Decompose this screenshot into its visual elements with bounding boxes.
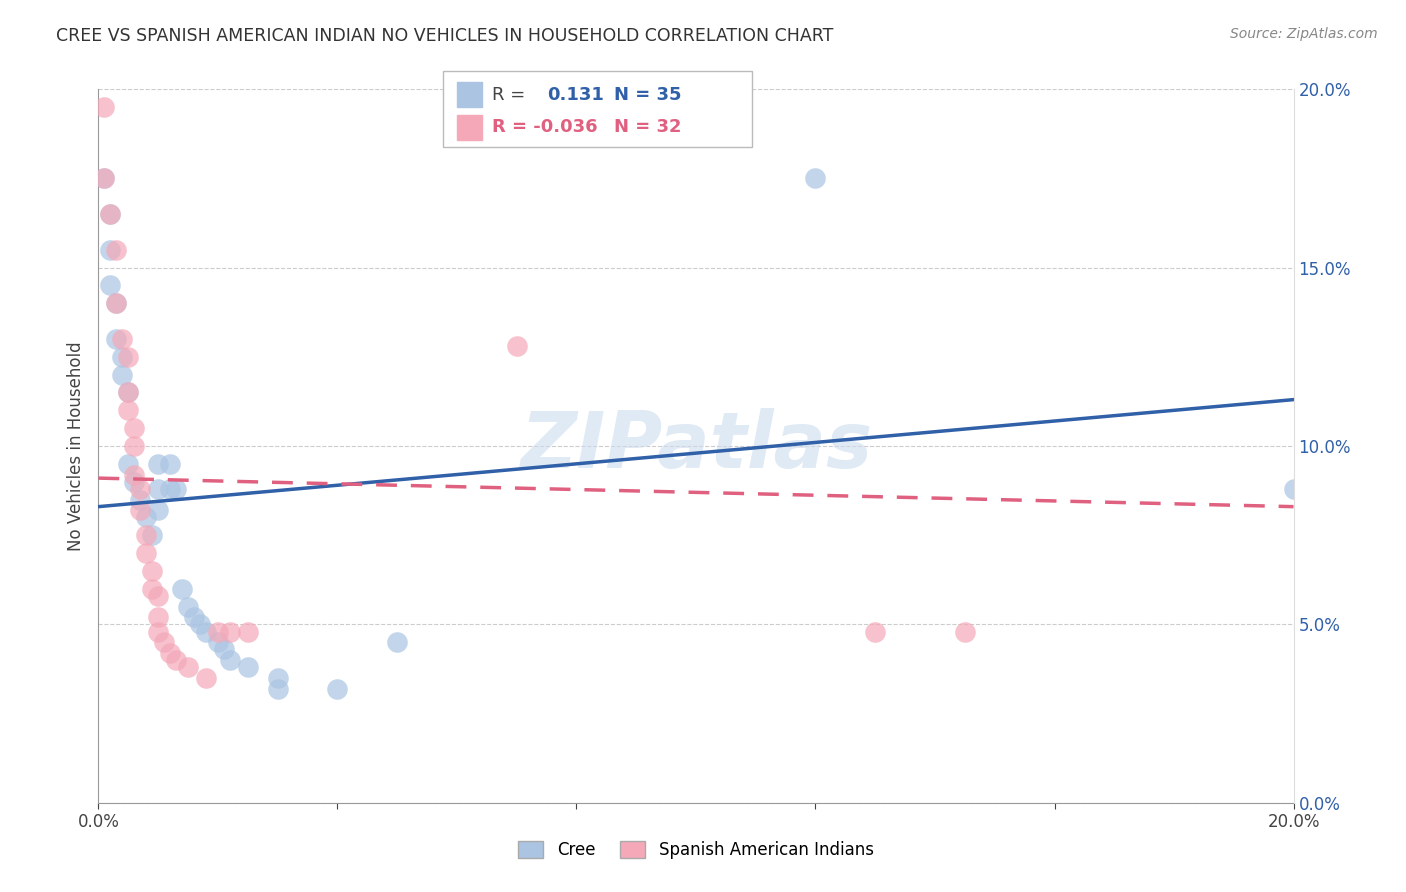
Point: [129, 482, 152, 496]
Text: CREE VS SPANISH AMERICAN INDIAN NO VEHICLES IN HOUSEHOLD CORRELATION CHART: CREE VS SPANISH AMERICAN INDIAN NO VEHIC…: [56, 27, 834, 45]
Point: [153, 635, 176, 649]
Point: [148, 482, 170, 496]
Text: N = 32: N = 32: [614, 119, 682, 136]
Point: [141, 582, 163, 596]
Text: R =: R =: [492, 86, 526, 103]
Point: [385, 635, 409, 649]
Point: [141, 528, 163, 542]
Point: [159, 457, 181, 471]
Legend: Cree, Spanish American Indians: Cree, Spanish American Indians: [512, 834, 880, 866]
Point: [111, 368, 134, 382]
Point: [219, 624, 242, 639]
Point: [148, 624, 170, 639]
Point: [148, 589, 170, 603]
Point: [93, 171, 115, 186]
Point: [326, 681, 349, 696]
Point: [105, 243, 128, 257]
Text: Source: ZipAtlas.com: Source: ZipAtlas.com: [1230, 27, 1378, 41]
Point: [236, 660, 259, 674]
Point: [804, 171, 827, 186]
Text: R = -0.036: R = -0.036: [492, 119, 598, 136]
Point: [207, 624, 229, 639]
Point: [135, 510, 157, 524]
Point: [165, 653, 187, 667]
Point: [93, 100, 115, 114]
Text: ZIPatlas: ZIPatlas: [520, 408, 872, 484]
Point: [111, 332, 134, 346]
Text: 0.131: 0.131: [547, 86, 603, 103]
Point: [98, 207, 122, 221]
Point: [212, 642, 235, 657]
Point: [148, 610, 170, 624]
Point: [105, 296, 128, 310]
Point: [165, 482, 187, 496]
Point: [117, 350, 139, 364]
Point: [105, 296, 128, 310]
Point: [148, 503, 170, 517]
Point: [105, 332, 128, 346]
Y-axis label: No Vehicles in Household: No Vehicles in Household: [66, 341, 84, 551]
Point: [159, 646, 181, 660]
Point: [195, 671, 218, 685]
Point: [98, 207, 122, 221]
Point: [129, 492, 152, 507]
Point: [267, 681, 290, 696]
Point: [159, 482, 181, 496]
Point: [129, 503, 152, 517]
Point: [141, 564, 163, 578]
Point: [953, 624, 976, 639]
Point: [236, 624, 259, 639]
Point: [135, 528, 157, 542]
Point: [117, 403, 139, 417]
Point: [188, 617, 211, 632]
Point: [117, 385, 139, 400]
Point: [1282, 482, 1305, 496]
Point: [117, 385, 139, 400]
Point: [183, 610, 205, 624]
Point: [98, 278, 122, 293]
Point: [98, 243, 122, 257]
Point: [135, 546, 157, 560]
Point: [506, 339, 529, 353]
Point: [177, 599, 200, 614]
Point: [124, 467, 146, 482]
Point: [93, 171, 115, 186]
Point: [865, 624, 887, 639]
Point: [267, 671, 290, 685]
Point: [117, 457, 139, 471]
Point: [124, 421, 146, 435]
Text: N = 35: N = 35: [614, 86, 682, 103]
Point: [148, 457, 170, 471]
Point: [172, 582, 194, 596]
Point: [219, 653, 242, 667]
Point: [195, 624, 218, 639]
Point: [111, 350, 134, 364]
Point: [124, 439, 146, 453]
Point: [177, 660, 200, 674]
Point: [207, 635, 229, 649]
Point: [124, 475, 146, 489]
